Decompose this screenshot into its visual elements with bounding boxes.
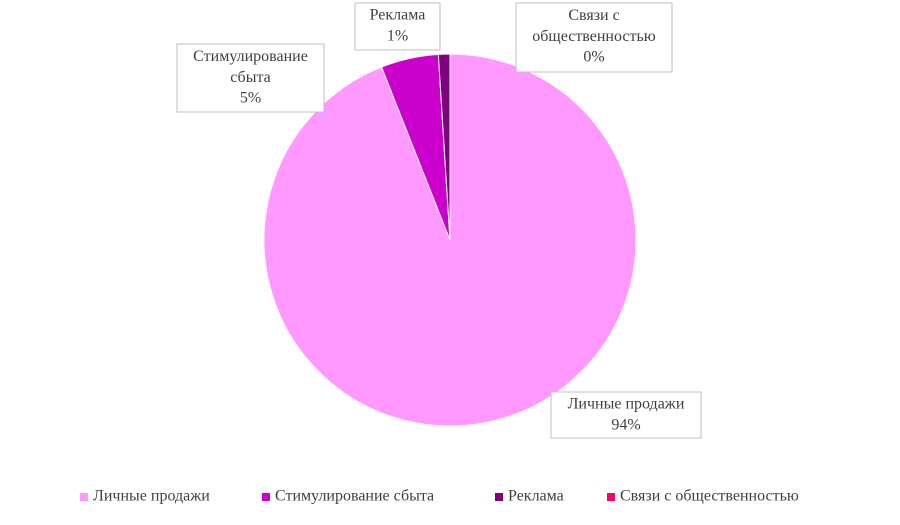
data-label: Стимулирование сбыта 5% [176, 43, 325, 113]
legend-swatch [495, 493, 503, 501]
data-label: Личные продажи 94% [550, 391, 702, 439]
data-label: Связи с общественностью 0% [515, 2, 673, 73]
legend-label: Стимулирование сбыта [275, 488, 434, 505]
legend-label: Личные продажи [93, 488, 210, 505]
label-box [176, 43, 325, 113]
label-value: 1% [387, 28, 408, 45]
label-category: Реклама [370, 7, 426, 24]
legend-item: Связи с общественностью [607, 488, 799, 505]
legend-item: Стимулирование сбыта [262, 488, 434, 505]
label-value: 5% [240, 90, 261, 107]
label-category: Связи с общественностью [532, 7, 656, 45]
label-box [515, 2, 673, 73]
legend-label: Связи с общественностью [620, 488, 799, 505]
legend-swatch [262, 493, 270, 501]
data-label: Реклама 1% [354, 2, 441, 51]
legend-label: Реклама [508, 488, 564, 505]
legend-swatch [80, 493, 88, 501]
legend-item: Личные продажи [80, 488, 210, 505]
label-category: Стимулирование сбыта [193, 48, 308, 86]
label-value: 94% [611, 417, 640, 434]
label-category: Личные продажи [568, 396, 685, 413]
legend-swatch [607, 493, 615, 501]
label-box [550, 391, 702, 439]
legend-item: Реклама [495, 488, 564, 505]
label-box [354, 2, 441, 51]
label-value: 0% [583, 49, 604, 66]
